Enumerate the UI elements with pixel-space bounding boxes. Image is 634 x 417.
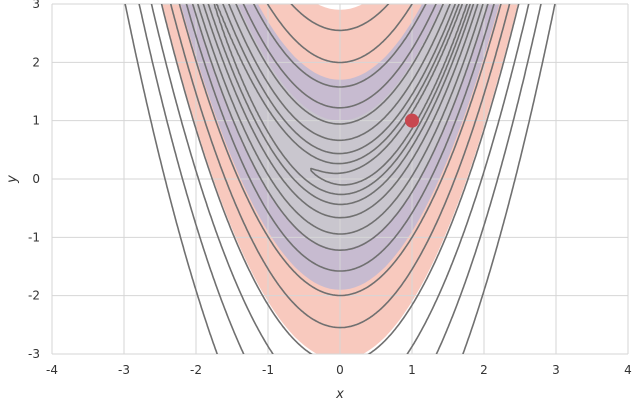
contour-line-10 (150, 4, 530, 354)
y-tick-labels: -3 -2 -1 0 1 2 3 (28, 0, 40, 361)
x-tick-label: -2 (190, 363, 202, 377)
y-tick-label: 2 (32, 55, 40, 69)
y-tick-label: -2 (28, 289, 40, 303)
contour-line-1 (213, 4, 471, 196)
contour-line-3 (202, 4, 479, 219)
contour-line-6 (185, 4, 495, 272)
y-tick-label: -1 (28, 230, 40, 244)
contour-line-5 (191, 4, 489, 251)
y-tick-label: -3 (28, 347, 40, 361)
data-points (405, 113, 419, 128)
y-axis-label: y (5, 175, 20, 184)
contour-line-4 (196, 4, 484, 235)
contour-line-11 (138, 4, 542, 354)
contour-line-7 (178, 4, 502, 297)
contour-line-2 (207, 4, 475, 206)
y-tick-label: 3 (32, 0, 40, 11)
x-tick-labels: -4 -3 -2 -1 0 1 2 3 4 (46, 363, 632, 377)
x-tick-label: -4 (46, 363, 58, 377)
x-tick-label: -1 (262, 363, 274, 377)
x-tick-label: 4 (624, 363, 632, 377)
x-tick-label: 3 (552, 363, 560, 377)
grid-lines (51, 3, 629, 355)
y-tick-label: 1 (32, 114, 40, 128)
x-tick-label: -3 (118, 363, 130, 377)
contour-line-12 (124, 4, 556, 354)
contour-line-9 (160, 4, 520, 354)
x-tick-label: 0 (336, 363, 344, 377)
contour-line-8 (169, 4, 511, 329)
contour-line-0 (310, 4, 468, 186)
x-tick-label: 2 (480, 363, 488, 377)
data-point (405, 113, 419, 128)
contour-lines (124, 4, 556, 354)
x-tick-label: 1 (408, 363, 416, 377)
y-tick-label: 0 (32, 172, 40, 186)
x-axis-label: x (335, 387, 344, 402)
